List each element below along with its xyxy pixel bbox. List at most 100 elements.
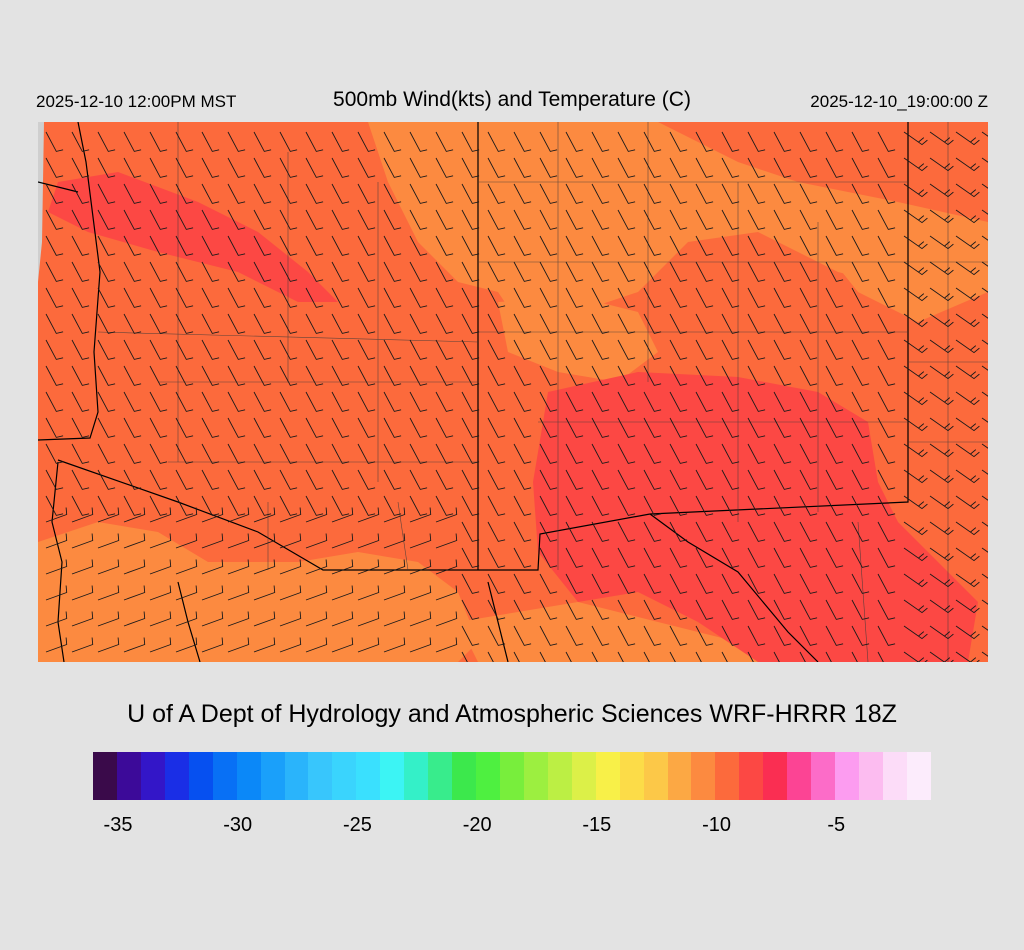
wind-barb [591,157,610,178]
wind-barb [253,611,276,627]
wind-barb [669,365,688,386]
wind-barb [383,417,402,438]
wind-barb [45,287,64,308]
wind-barb [435,157,454,178]
wind-barb [695,209,714,230]
wind-barb [799,131,818,152]
colorbar-swatch [667,752,692,800]
wind-barb [331,611,354,627]
wind-barb [799,625,818,646]
wind-barb [357,339,376,360]
wind-barb [97,157,116,178]
model-credit: U of A Dept of Hydrology and Atmospheric… [127,700,897,728]
wind-barb [903,183,928,198]
wind-barb [825,209,844,230]
wind-barb [695,391,714,412]
wind-barb [383,209,402,230]
wind-barb [643,651,650,662]
wind-barb [513,469,532,490]
wind-barb [643,131,662,152]
wind-barb [695,469,714,490]
colorbar-swatch [236,752,261,800]
wind-barb [773,339,792,360]
wind-barb [305,559,328,575]
wind-barb [513,651,520,662]
wind-barb [383,235,402,256]
wind-barb [903,131,928,146]
wind-barb [565,599,584,620]
wind-barb [305,417,324,438]
wind-barb [45,611,68,627]
wind-barb [97,585,120,601]
colorbar-swatch [906,752,931,800]
colorbar-swatch [523,752,548,800]
wind-barb [929,547,954,562]
wind-barb [851,573,870,594]
wind-barb [71,313,90,334]
wind-barb [97,637,120,653]
wind-barb [45,495,64,516]
wind-barb [409,339,428,360]
wind-barb [357,507,380,523]
wind-barb [461,469,480,490]
wind-barb [929,573,954,588]
colorbar-swatch [882,752,907,800]
wind-barb [773,365,792,386]
wind-barb [903,339,928,354]
wind-barb [71,637,94,653]
wind-barb [279,469,298,490]
wind-barb [383,585,406,601]
colorbar-tick-label: -20 [462,814,492,836]
wind-barb [695,261,714,282]
wind-barb [487,521,506,542]
wind-barb [747,443,766,464]
wind-barb [747,417,766,438]
wind-barb [565,235,584,256]
temp-region-warm-center [498,297,658,382]
wind-barb [45,469,64,490]
wind-barb [539,625,558,646]
wind-barb [383,469,402,490]
wind-barb [45,391,64,412]
wind-barb [175,131,194,152]
wind-barb [461,573,480,594]
wind-barb [851,625,870,646]
wind-barb [617,235,636,256]
wind-barb [799,469,818,490]
wind-barb [721,183,740,204]
wind-barb [357,443,376,464]
wind-barb [409,443,428,464]
wind-barb [305,209,324,230]
wind-barb [591,313,610,334]
wind-barb [643,625,662,646]
wind-barb [851,469,870,490]
wind-barb [591,547,610,568]
wind-barb [747,547,766,568]
wind-barb [97,533,120,549]
wind-barb [305,313,324,334]
wind-barb [955,547,980,562]
wind-barb [721,261,740,282]
colorbar-swatch [308,752,333,800]
wind-barb [721,391,740,412]
wind-barb [617,339,636,360]
wind-barb [149,507,172,523]
colorbar-swatch [212,752,237,800]
wind-barb [331,559,354,575]
wind-barb [227,261,246,282]
wind-barb [773,209,792,230]
wind-barb [695,651,702,662]
wind-barb [929,651,954,662]
wind-barb [877,521,896,542]
wind-barb [695,183,714,204]
wind-barb [825,625,844,646]
colorbar-swatch [835,752,859,800]
wind-barb [903,261,928,276]
wind-barb [279,611,302,627]
wind-barb [721,625,740,646]
wind-barb [591,391,610,412]
wind-barb [643,313,662,334]
wind-barb [773,573,792,594]
wind-barb [409,261,428,282]
wind-barb [825,547,844,568]
